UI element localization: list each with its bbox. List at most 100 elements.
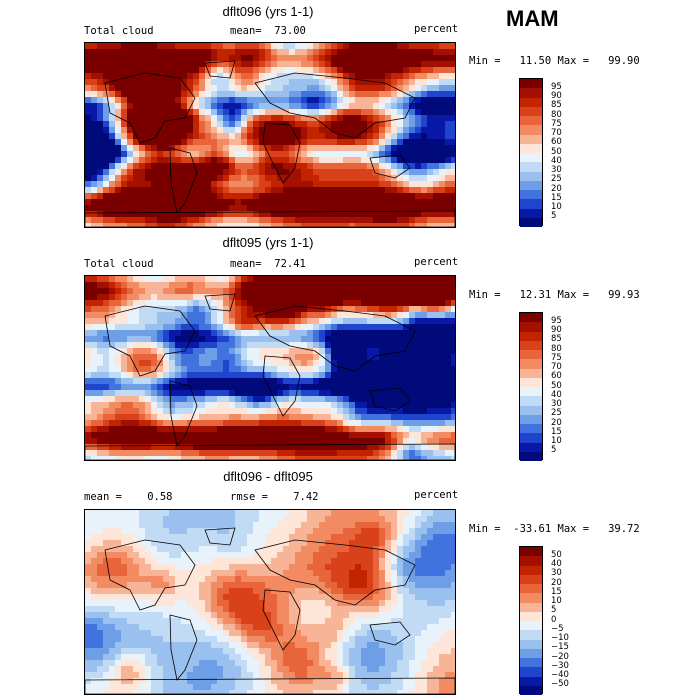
season-label: MAM [506,6,559,31]
colorbar-tick-label: 95 [551,81,562,92]
colorbar-swatch [520,667,542,677]
colorbar-swatch [520,630,542,640]
colorbar-tick-label: 40 [551,389,562,400]
map-field [85,43,455,227]
colorbar-tick-label: −10 [551,633,569,643]
mean-label: mean = 0.58 [84,491,173,503]
colorbar-swatch [520,451,542,461]
colorbar-tick-label: 25 [551,408,562,419]
colorbar-swatch [520,593,542,603]
colorbar-tick-label: −5 [551,623,564,634]
colorbar-tick-label: 30 [551,399,562,409]
colorbar [519,546,543,695]
colorbar-tick-label: 20 [551,183,562,194]
colorbar-swatch [520,208,542,218]
coastline [254,72,416,139]
colorbar-tick-label: 80 [551,109,562,120]
colorbar-tick-label: 5 [551,211,557,222]
colorbar-tick-label: 5 [551,605,557,616]
colorbar-swatch [520,116,542,126]
min-max-label: Min = -33.61 Max = 39.72 [469,523,640,535]
colorbar-swatch [520,405,542,415]
colorbar-swatch [520,217,542,227]
coastline [204,60,236,79]
colorbar-tick-label: −40 [551,670,569,680]
colorbar [519,78,543,227]
colorbar-tick-label: −50 [551,679,569,690]
colorbar-swatch [520,125,542,135]
colorbar-tick-label: 20 [551,577,562,588]
colorbar-swatch [520,433,542,443]
colorbar-tick-label: 80 [551,343,562,354]
coastline [85,677,455,694]
colorbar-swatch [520,396,542,406]
colorbar-swatch [520,611,542,621]
map-plot [84,42,456,228]
coastline [204,527,236,546]
colorbar-tick-label: 40 [551,559,562,569]
coastline [204,293,236,312]
colorbar-tick-label: 10 [551,436,562,446]
colorbar-tick-label: 10 [551,202,562,212]
colorbar-tick-label: −20 [551,651,569,662]
coastline [369,621,411,646]
colorbar-tick-label: −30 [551,660,569,671]
colorbar [519,312,543,461]
colorbar-tick-label: 20 [551,417,562,428]
min-max-label: Min = 11.50 Max = 99.90 [469,55,640,67]
field-label: Total cloud [84,258,154,270]
colorbar-swatch [520,350,542,360]
colorbar-tick-label: 60 [551,371,562,382]
coastline [369,387,411,412]
colorbar-tick-label: 90 [551,325,562,335]
colorbar-tick-label: 75 [551,118,562,129]
coastline [169,380,198,447]
colorbar-swatch [520,180,542,190]
colorbar-swatch [520,387,542,397]
colorbar-swatch [520,88,542,98]
colorbar-tick-label: 50 [551,380,562,391]
colorbar-swatch [520,574,542,584]
colorbar-tick-label: 70 [551,362,562,372]
colorbar-swatch [520,79,542,89]
colorbar-swatch [520,648,542,658]
colorbar-tick-label: 10 [551,596,562,606]
coastline [254,305,416,372]
coastline [254,539,416,606]
colorbar-swatch [520,322,542,332]
colorbar-swatch [520,153,542,163]
colorbar-swatch [520,414,542,424]
colorbar-swatch [520,639,542,649]
coastline [262,355,301,417]
units-label: percent [414,23,459,35]
colorbar-tick-label: 70 [551,128,562,138]
coastline [169,614,198,681]
coastline [104,72,196,144]
colorbar-tick-label: −15 [551,642,569,653]
colorbar-swatch [520,584,542,594]
coastline [85,443,455,460]
colorbar-swatch [520,547,542,557]
colorbar-swatch [520,340,542,350]
colorbar-tick-label: 30 [551,165,562,175]
coastline [104,305,196,377]
colorbar-tick-label: 50 [551,146,562,157]
colorbar-swatch [520,190,542,200]
colorbar-swatch [520,685,542,695]
colorbar-swatch [520,359,542,369]
colorbar-swatch [520,134,542,144]
colorbar-tick-label: 60 [551,137,562,148]
coastline [262,122,301,184]
coastline [104,539,196,611]
colorbar-swatch [520,556,542,566]
colorbar-swatch [520,368,542,378]
colorbar-swatch [520,143,542,153]
panel-title: dflt096 (yrs 1-1) [222,4,314,19]
colorbar-tick-label: 15 [551,192,562,203]
map-field [85,276,455,460]
colorbar-swatch [520,424,542,434]
colorbar-tick-label: 85 [551,334,562,345]
colorbar-tick-label: 50 [551,549,562,560]
coastline [169,147,198,214]
colorbar-tick-label: 30 [551,568,562,579]
